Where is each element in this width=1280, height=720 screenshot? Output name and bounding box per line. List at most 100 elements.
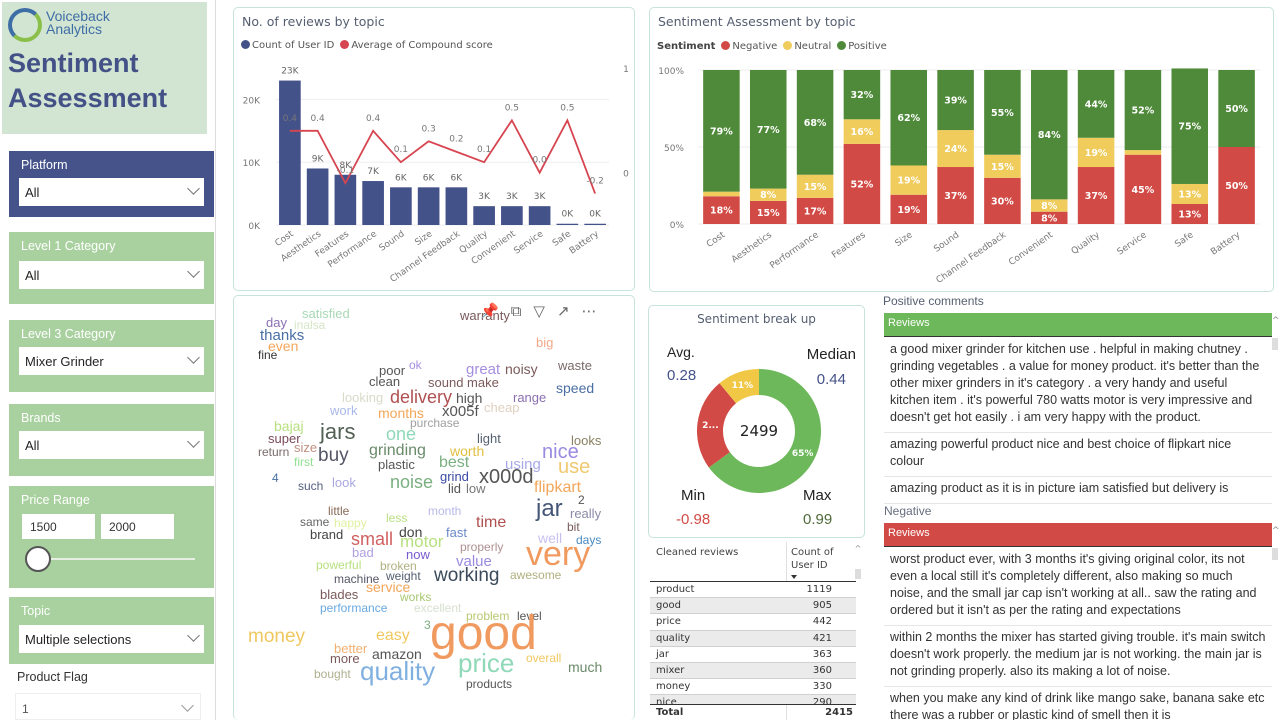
table-row[interactable]: product 1119 — [650, 582, 856, 599]
product-flag-dropdown[interactable]: 1 — [15, 693, 201, 720]
scroll-up-icon[interactable]: ^ — [854, 544, 862, 553]
word-cloud-term[interactable]: machine — [334, 572, 380, 586]
table-scrollbar[interactable]: ^ — [854, 544, 862, 718]
word-cloud-term[interactable]: great — [466, 361, 501, 378]
table-row[interactable]: price 442 — [650, 614, 856, 631]
word-cloud-term[interactable]: delivery — [390, 387, 453, 407]
word-cloud-term[interactable]: jars — [320, 419, 356, 444]
word-cloud-term[interactable]: noise — [390, 472, 434, 492]
word-cloud-term[interactable]: look — [332, 475, 356, 490]
scroll-thumb[interactable] — [1272, 338, 1278, 350]
word-cloud-term[interactable]: light — [477, 431, 501, 446]
review-comment[interactable]: amazing product as it is in picture iam … — [884, 477, 1272, 504]
word-cloud-term[interactable]: weight — [386, 569, 421, 583]
word-cloud-term[interactable]: nice — [542, 441, 579, 463]
platform-dropdown[interactable]: All — [19, 178, 204, 206]
word-cloud-term[interactable]: 3 — [424, 618, 431, 632]
table-header-count[interactable]: Count of User ID — [791, 547, 834, 571]
word-cloud-term[interactable]: more — [330, 651, 360, 666]
word-cloud-term[interactable]: lid — [448, 481, 462, 496]
word-cloud-term[interactable]: same — [300, 515, 330, 529]
legend-negative[interactable]: Negative — [721, 41, 777, 52]
word-cloud-term[interactable]: very — [526, 535, 591, 573]
word-cloud-term[interactable]: price — [458, 648, 515, 678]
word-cloud-term[interactable]: satisfied — [302, 306, 350, 321]
word-cloud-term[interactable]: x000d — [479, 466, 534, 488]
price-max-input[interactable]: 2000 — [101, 514, 174, 539]
word-cloud-term[interactable]: fast — [446, 525, 467, 540]
table-row[interactable]: mixer 360 — [650, 662, 856, 680]
word-cloud-term[interactable]: ok — [409, 358, 422, 372]
word-cloud-term[interactable]: bad — [352, 545, 374, 560]
word-cloud-term[interactable]: bought — [314, 667, 351, 681]
filter-icon[interactable]: ▽ — [533, 302, 545, 320]
word-cloud-term[interactable]: jar — [536, 495, 563, 522]
legend-neutral[interactable]: Neutral — [783, 41, 831, 52]
negative-scrollbar[interactable]: ^ — [1272, 526, 1280, 716]
word-cloud-term[interactable]: time — [476, 514, 507, 531]
word-cloud-term[interactable]: 4 — [272, 471, 279, 485]
table-row[interactable]: quality 421 — [650, 630, 856, 647]
word-cloud-term[interactable]: sound make — [428, 375, 499, 390]
word-cloud-term[interactable]: performance — [320, 601, 388, 615]
word-cloud-term[interactable]: poor — [379, 363, 406, 378]
review-comment[interactable]: worst product ever, with 3 months it's g… — [884, 548, 1272, 626]
scroll-thumb[interactable] — [1272, 548, 1278, 560]
word-cloud-term[interactable]: value — [456, 553, 492, 570]
word-cloud-term[interactable]: 2 — [578, 493, 585, 507]
table-header-word[interactable]: Cleaned reviews — [656, 547, 739, 558]
word-cloud-term[interactable]: day — [266, 315, 287, 330]
word-cloud-term[interactable]: looking — [342, 390, 384, 405]
table-row[interactable]: jar 363 — [650, 646, 856, 663]
word-cloud-term[interactable]: warranty — [460, 308, 510, 323]
word-cloud-term[interactable]: worth — [450, 443, 485, 459]
word-cloud-term[interactable]: small — [351, 529, 394, 549]
word-cloud-term[interactable]: grinding — [369, 442, 426, 459]
focus-mode-icon[interactable]: ↗ — [556, 302, 570, 320]
review-comment[interactable]: when you make any kind of drink like man… — [884, 687, 1272, 720]
scroll-up-icon[interactable]: ^ — [1272, 526, 1280, 536]
table-row[interactable]: nice 290 — [650, 695, 856, 704]
word-cloud-term[interactable]: thanks — [260, 327, 305, 344]
word-cloud-term[interactable]: properly — [460, 540, 504, 554]
word-cloud-term[interactable]: working — [434, 565, 500, 586]
word-cloud-term[interactable]: bajaj — [274, 418, 304, 434]
brands-dropdown[interactable]: All — [19, 431, 204, 459]
word-cloud-term[interactable]: little — [328, 504, 350, 518]
word-cloud-term[interactable]: powerful — [316, 558, 362, 572]
pin-icon[interactable]: 📌 — [480, 302, 499, 320]
positive-reviews-header[interactable]: Reviews — [884, 313, 1272, 337]
table-row[interactable]: money 330 — [650, 679, 856, 696]
price-slider-handle[interactable] — [25, 546, 51, 572]
word-cloud-term[interactable]: good — [430, 607, 537, 660]
word-cloud-term[interactable]: purchase — [410, 416, 460, 430]
word-cloud-term[interactable]: bit — [567, 520, 580, 534]
word-cloud-term[interactable]: excellent — [414, 601, 462, 615]
word-cloud-term[interactable]: problem — [466, 609, 510, 623]
word-cloud-term[interactable]: first — [294, 455, 314, 469]
word-cloud-term[interactable]: use — [558, 456, 591, 478]
word-cloud-term[interactable]: months — [378, 405, 424, 421]
negative-reviews-header[interactable]: Reviews — [884, 523, 1272, 547]
word-cloud-term[interactable]: better — [334, 641, 368, 656]
price-min-input[interactable]: 1500 — [22, 514, 95, 539]
word-cloud-term[interactable]: level — [517, 609, 542, 623]
word-cloud-term[interactable]: broken — [380, 559, 417, 573]
word-cloud-term[interactable]: happy — [334, 516, 367, 530]
review-comment[interactable]: amazing powerful product nice and best c… — [884, 433, 1272, 477]
positive-scrollbar[interactable]: ^ — [1272, 316, 1280, 492]
word-cloud-term[interactable]: plastic — [378, 457, 415, 472]
legend-compound[interactable]: Average of Compound score — [340, 40, 493, 51]
topic-dropdown[interactable]: Multiple selections — [19, 625, 204, 653]
level3-dropdown[interactable]: Mixer Grinder — [19, 347, 204, 375]
word-cloud-term[interactable]: now — [406, 547, 430, 562]
level1-dropdown[interactable]: All — [19, 261, 204, 289]
review-comment[interactable]: a good mixer grinder for kitchen use . h… — [884, 338, 1272, 433]
word-cloud-term[interactable]: month — [428, 504, 462, 518]
word-cloud-term[interactable]: overall — [526, 651, 562, 665]
word-cloud-term[interactable]: blades — [320, 587, 359, 602]
legend-positive[interactable]: Positive — [837, 41, 887, 52]
review-comment[interactable]: within 2 months the mixer has started gi… — [884, 626, 1272, 687]
word-cloud-term[interactable]: flipkart — [534, 479, 582, 496]
scroll-thumb[interactable] — [855, 569, 861, 579]
